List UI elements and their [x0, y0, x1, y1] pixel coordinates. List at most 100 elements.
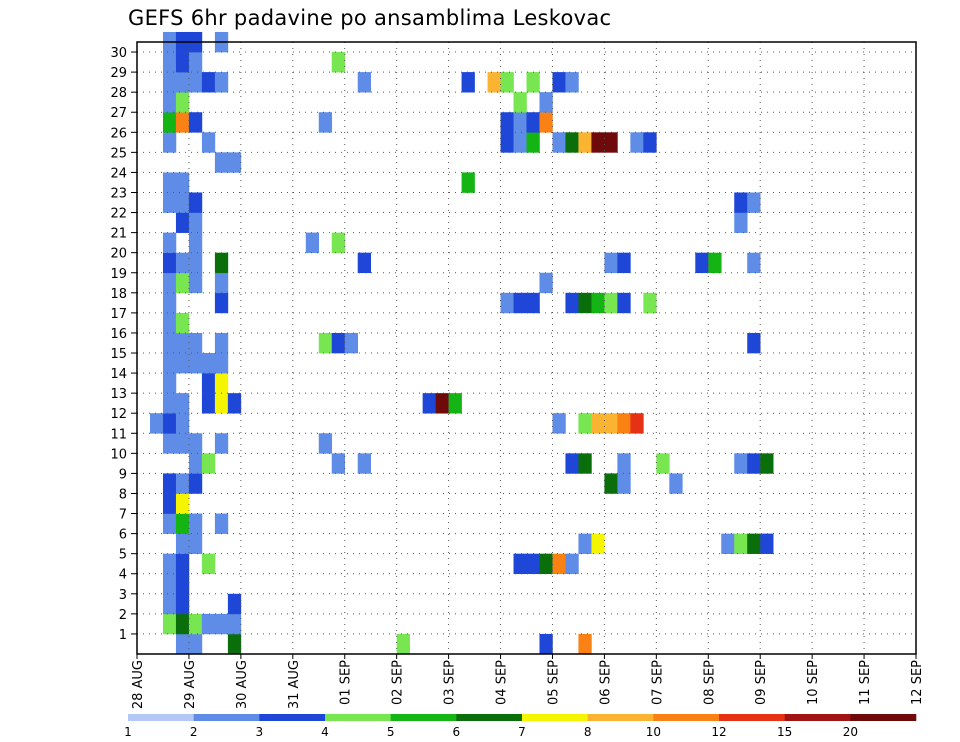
- heatmap-cell: [175, 212, 190, 233]
- heatmap-cells: [149, 31, 774, 655]
- heatmap-cell: [188, 52, 203, 73]
- heatmap-cell: [188, 272, 203, 294]
- legend-label: 6: [453, 725, 461, 739]
- y-tick-label: 27: [110, 106, 127, 121]
- y-tick-label: 24: [110, 166, 127, 181]
- heatmap-cell: [578, 453, 592, 474]
- legend-label: 2: [190, 725, 198, 739]
- heatmap-cell: [331, 232, 346, 253]
- x-tick-label: 30 AUG: [235, 660, 250, 709]
- heatmap-cell: [175, 332, 190, 354]
- heatmap-cell: [214, 332, 229, 354]
- heatmap-cell: [201, 132, 216, 153]
- y-tick-label: 9: [119, 467, 127, 482]
- heatmap-cell: [175, 52, 190, 73]
- heatmap-cell: [565, 553, 579, 575]
- heatmap-cell: [513, 92, 527, 113]
- legend-swatch: [456, 714, 523, 721]
- legend-label: 12: [711, 725, 726, 739]
- heatmap-cell: [565, 72, 579, 93]
- heatmap-cell: [734, 453, 748, 474]
- heatmap-cell: [539, 92, 553, 113]
- heatmap-cell: [175, 92, 190, 113]
- x-tick-label: 07 SEP: [650, 660, 665, 705]
- y-axis-ticks: 1234567891011121314151617181920212223242…: [110, 46, 137, 643]
- legend-swatch: [522, 714, 588, 721]
- y-tick-label: 18: [110, 287, 127, 302]
- y-tick-label: 25: [110, 146, 127, 161]
- heatmap-cell: [214, 353, 229, 374]
- heatmap-cell: [630, 132, 644, 153]
- heatmap-cell: [331, 453, 346, 474]
- x-tick-label: 10 SEP: [806, 660, 821, 705]
- heatmap-cell: [760, 533, 774, 554]
- heatmap-cell: [630, 413, 644, 434]
- heatmap-cell: [227, 393, 242, 414]
- heatmap-cell: [591, 413, 605, 434]
- heatmap-cell: [201, 453, 216, 474]
- heatmap-cell: [162, 593, 177, 615]
- heatmap-cell: [214, 373, 229, 394]
- heatmap-cell: [617, 453, 631, 474]
- heatmap-cell: [227, 152, 242, 173]
- heatmap-cell: [175, 393, 190, 414]
- y-tick-label: 8: [119, 487, 127, 502]
- heatmap-cell: [188, 192, 203, 213]
- legend-label: 3: [256, 725, 264, 739]
- heatmap-cell: [201, 373, 216, 394]
- grid-lines: [137, 42, 916, 654]
- x-tick-label: 05 SEP: [546, 660, 561, 705]
- heatmap-cell: [162, 272, 177, 294]
- heatmap-cell: [513, 132, 527, 153]
- heatmap-cell: [448, 393, 462, 414]
- legend-swatch: [653, 714, 720, 721]
- legend-label: 10: [646, 725, 661, 739]
- heatmap-cell: [162, 613, 177, 635]
- y-tick-label: 17: [110, 307, 127, 322]
- heatmap-cell: [539, 112, 553, 133]
- heatmap-cell: [162, 393, 177, 414]
- y-tick-label: 1: [119, 628, 127, 643]
- heatmap-cell: [162, 292, 177, 314]
- legend-swatch: [390, 714, 457, 721]
- x-tick-label: 08 SEP: [702, 660, 717, 705]
- x-axis-ticks: 28 AUG 29 AUG 30 AUG 31 AUG 01 SEP 02 SEP 03 S…: [131, 654, 925, 709]
- heatmap-cell: [162, 172, 177, 193]
- heatmap-cell: [760, 453, 774, 474]
- heatmap-cell: [734, 192, 748, 213]
- heatmap-cell: [175, 413, 190, 434]
- heatmap-cell: [214, 613, 229, 635]
- y-tick-label: 16: [110, 327, 127, 342]
- heatmap-cell: [604, 252, 618, 274]
- heatmap-cell: [734, 533, 748, 554]
- heatmap-cell: [175, 172, 190, 193]
- heatmap-cell: [500, 292, 514, 314]
- x-tick-label: 28 AUG: [131, 660, 146, 709]
- x-tick-label: 29 AUG: [183, 660, 198, 709]
- heatmap-cell: [175, 433, 190, 454]
- heatmap-cell: [175, 573, 190, 595]
- heatmap-cell: [318, 112, 333, 133]
- heatmap-cell: [175, 533, 190, 554]
- heatmap-cell: [604, 413, 618, 434]
- heatmap-cell: [162, 252, 177, 274]
- heatmap-cell: [604, 292, 618, 314]
- legend-label: 15: [777, 725, 792, 739]
- x-tick-label: 11 SEP: [858, 660, 873, 705]
- y-tick-label: 2: [119, 608, 127, 623]
- color-legend: 1 2 3 4 5 6 7 8 10 12 15 20: [124, 714, 917, 739]
- heatmap-cell: [227, 613, 242, 635]
- heatmap-cell: [526, 132, 540, 153]
- heatmap-cell: [747, 252, 761, 274]
- heatmap-cell: [552, 132, 566, 153]
- y-tick-label: 19: [110, 267, 127, 282]
- heatmap-cell: [331, 52, 346, 73]
- heatmap-cell: [747, 533, 761, 554]
- heatmap-cell: [617, 292, 631, 314]
- heatmap-cell: [162, 433, 177, 454]
- heatmap-cell: [331, 332, 346, 354]
- y-tick-label: 7: [119, 508, 127, 523]
- y-tick-label: 20: [110, 247, 127, 262]
- heatmap-cell: [175, 613, 190, 635]
